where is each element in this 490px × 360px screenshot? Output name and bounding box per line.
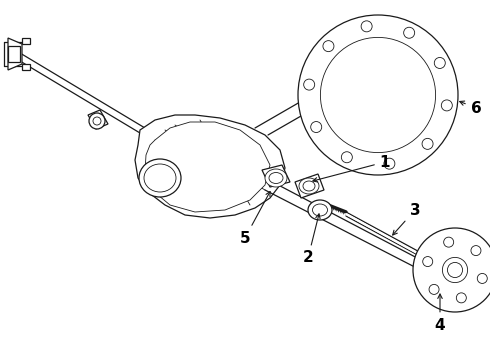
Ellipse shape — [313, 204, 327, 216]
Text: 1: 1 — [313, 154, 390, 182]
Circle shape — [384, 158, 395, 169]
Circle shape — [441, 100, 452, 111]
Polygon shape — [145, 122, 270, 212]
Text: 4: 4 — [435, 294, 445, 333]
Ellipse shape — [299, 178, 319, 194]
Text: 5: 5 — [240, 192, 270, 246]
Ellipse shape — [303, 181, 315, 191]
Ellipse shape — [308, 200, 332, 220]
Polygon shape — [262, 165, 290, 187]
Polygon shape — [265, 178, 440, 280]
Circle shape — [93, 117, 101, 125]
Circle shape — [361, 21, 372, 32]
Polygon shape — [295, 174, 324, 198]
Circle shape — [423, 257, 433, 266]
Circle shape — [413, 228, 490, 312]
Polygon shape — [8, 38, 22, 70]
Polygon shape — [88, 110, 108, 129]
Circle shape — [447, 262, 463, 278]
Circle shape — [434, 58, 445, 68]
Ellipse shape — [144, 164, 176, 192]
Circle shape — [443, 237, 454, 247]
Circle shape — [422, 138, 433, 149]
Ellipse shape — [265, 169, 287, 187]
Circle shape — [304, 79, 315, 90]
Polygon shape — [22, 64, 30, 70]
Circle shape — [471, 246, 481, 256]
Polygon shape — [8, 46, 20, 62]
Circle shape — [320, 37, 436, 153]
Text: 6: 6 — [460, 100, 481, 116]
Polygon shape — [22, 38, 30, 44]
Circle shape — [311, 122, 322, 132]
Circle shape — [89, 113, 105, 129]
Circle shape — [477, 274, 487, 283]
Text: 2: 2 — [303, 214, 320, 266]
Ellipse shape — [139, 159, 181, 197]
Polygon shape — [135, 115, 285, 218]
Ellipse shape — [269, 172, 283, 184]
Circle shape — [456, 293, 466, 303]
Circle shape — [429, 284, 439, 294]
Circle shape — [404, 27, 415, 38]
Circle shape — [442, 257, 467, 283]
Circle shape — [298, 15, 458, 175]
Circle shape — [342, 152, 352, 163]
Circle shape — [323, 41, 334, 51]
Text: 3: 3 — [392, 202, 420, 235]
